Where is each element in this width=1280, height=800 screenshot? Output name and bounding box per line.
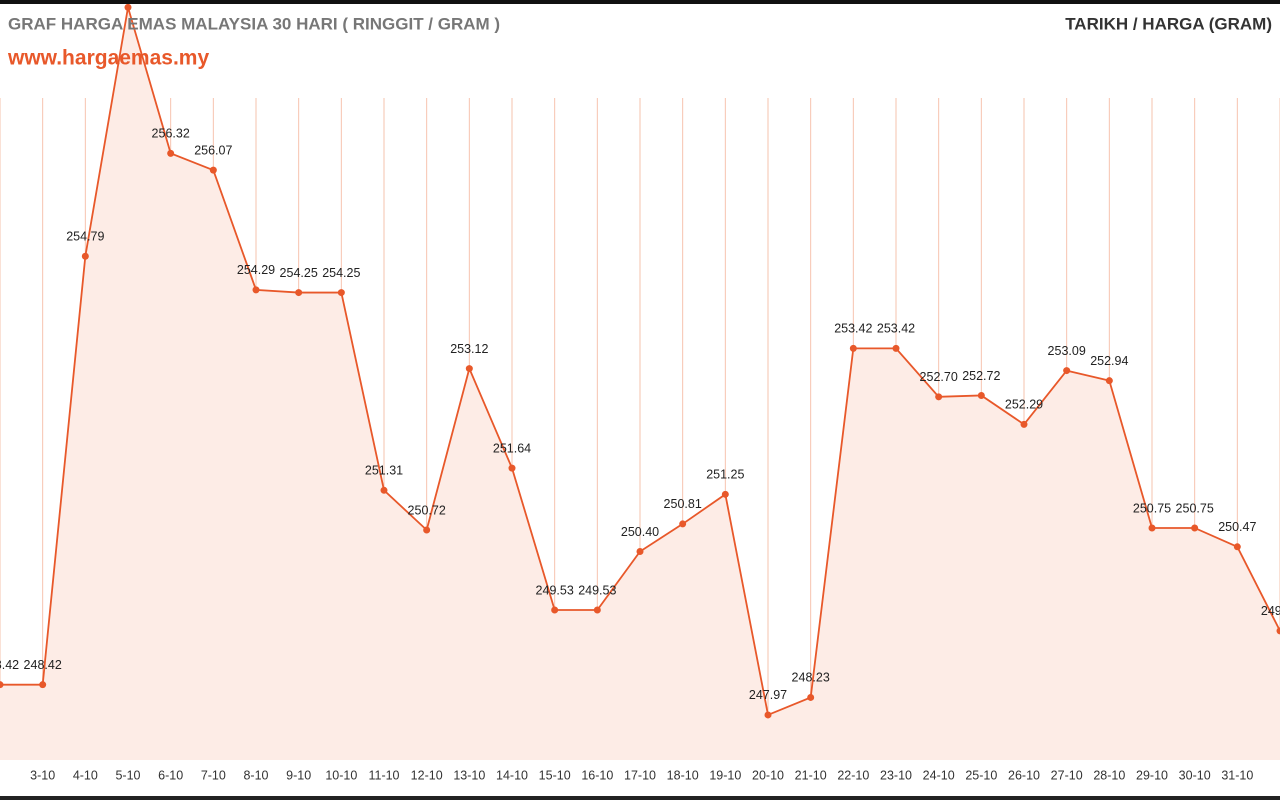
point bbox=[721, 490, 729, 498]
x-tick-label: 8-10 bbox=[243, 768, 268, 782]
value-label: 256.07 bbox=[194, 143, 232, 157]
x-tick-label: 9-10 bbox=[286, 768, 311, 782]
value-label: 250.75 bbox=[1176, 501, 1214, 515]
chart-title: GRAF HARGA EMAS MALAYSIA 30 HARI ( RINGG… bbox=[8, 14, 500, 33]
bottom-border bbox=[0, 796, 1280, 800]
value-label: 254.25 bbox=[280, 266, 318, 280]
point bbox=[209, 166, 217, 174]
value-label: 252.72 bbox=[962, 369, 1000, 383]
point bbox=[465, 365, 473, 373]
value-label: 248.42 bbox=[0, 658, 19, 672]
x-tick-label: 11-10 bbox=[368, 768, 399, 782]
x-tick-label: 16-10 bbox=[581, 768, 613, 782]
value-label: 251.31 bbox=[365, 464, 403, 478]
point bbox=[39, 681, 47, 689]
point bbox=[849, 344, 857, 352]
x-tick-label: 26-10 bbox=[1008, 768, 1040, 782]
point bbox=[252, 286, 260, 294]
point bbox=[380, 486, 388, 494]
point bbox=[1233, 543, 1241, 551]
x-tick-label: 23-10 bbox=[880, 768, 912, 782]
value-label: 247.97 bbox=[749, 688, 787, 702]
value-label: 254.29 bbox=[237, 263, 275, 277]
point bbox=[935, 393, 943, 401]
point bbox=[81, 252, 89, 260]
value-label: 252.94 bbox=[1090, 354, 1128, 368]
value-label: 250.47 bbox=[1218, 520, 1256, 534]
x-tick-label: 19-10 bbox=[709, 768, 741, 782]
value-label: 251.64 bbox=[493, 441, 531, 455]
value-label: 250.40 bbox=[621, 525, 659, 539]
point bbox=[1191, 524, 1199, 532]
x-tick-label: 22-10 bbox=[837, 768, 869, 782]
value-label: 251.25 bbox=[706, 468, 744, 482]
point bbox=[508, 464, 516, 472]
x-tick-label: 15-10 bbox=[539, 768, 571, 782]
x-tick-label: 13-10 bbox=[453, 768, 485, 782]
x-tick-label: 12-10 bbox=[411, 768, 443, 782]
x-tick-label: 10-10 bbox=[325, 768, 357, 782]
value-label: 253.42 bbox=[834, 322, 872, 336]
x-tick-label: 28-10 bbox=[1093, 768, 1125, 782]
x-tick-label: 6-10 bbox=[158, 768, 183, 782]
point bbox=[892, 344, 900, 352]
value-label: 248.42 bbox=[24, 658, 62, 672]
x-tick-label: 17-10 bbox=[624, 768, 656, 782]
point bbox=[636, 548, 644, 556]
point bbox=[1105, 377, 1113, 385]
point bbox=[423, 526, 431, 534]
value-label: 250.72 bbox=[408, 503, 446, 517]
x-tick-label: 27-10 bbox=[1051, 768, 1083, 782]
area bbox=[0, 7, 1280, 760]
value-label: 249.53 bbox=[578, 583, 616, 597]
value-label: 248.23 bbox=[792, 671, 830, 685]
value-label: 252.29 bbox=[1005, 398, 1043, 412]
value-label: 252.70 bbox=[920, 370, 958, 384]
x-tick-label: 31-10 bbox=[1221, 768, 1253, 782]
x-tick-label: 4-10 bbox=[73, 768, 98, 782]
point bbox=[0, 681, 4, 689]
value-label: 256.32 bbox=[152, 127, 190, 141]
point bbox=[337, 289, 345, 297]
value-label: 254.79 bbox=[66, 230, 104, 244]
point bbox=[167, 149, 175, 157]
x-tick-label: 29-10 bbox=[1136, 768, 1168, 782]
x-tick-label: 5-10 bbox=[115, 768, 140, 782]
point bbox=[764, 711, 772, 719]
x-tick-label: 3-10 bbox=[30, 768, 55, 782]
point bbox=[1020, 420, 1028, 428]
value-label: 250.75 bbox=[1133, 501, 1171, 515]
value-label: 249.53 bbox=[536, 583, 574, 597]
value-label: 253.42 bbox=[877, 322, 915, 336]
legend-label: TARIKH / HARGA (GRAM) bbox=[1065, 14, 1272, 33]
chart-subtitle: www.hargaemas.my bbox=[7, 47, 209, 70]
x-tick-label: 20-10 bbox=[752, 768, 784, 782]
point bbox=[977, 391, 985, 399]
point bbox=[807, 693, 815, 701]
value-label: 249.22 bbox=[1261, 604, 1280, 618]
value-label: 253.09 bbox=[1048, 344, 1086, 358]
point bbox=[679, 520, 687, 528]
point bbox=[295, 289, 303, 297]
value-label: 254.25 bbox=[322, 266, 360, 280]
point bbox=[124, 3, 132, 11]
x-tick-label: 18-10 bbox=[667, 768, 699, 782]
point bbox=[1148, 524, 1156, 532]
point bbox=[1063, 367, 1071, 375]
plot-area: 248.42 248.42 3-10 254.79 4-10 5-10 256.32 6-10… bbox=[0, 3, 1280, 782]
value-label: 253.12 bbox=[450, 342, 488, 356]
x-tick-label: 7-10 bbox=[201, 768, 226, 782]
point bbox=[593, 606, 601, 614]
x-tick-label: 25-10 bbox=[965, 768, 997, 782]
top-border bbox=[0, 0, 1280, 4]
x-tick-label: 30-10 bbox=[1179, 768, 1211, 782]
value-label: 250.81 bbox=[664, 497, 702, 511]
point bbox=[1276, 627, 1280, 635]
x-tick-label: 21-10 bbox=[795, 768, 827, 782]
x-tick-label: 24-10 bbox=[923, 768, 955, 782]
point bbox=[551, 606, 559, 614]
x-tick-label: 14-10 bbox=[496, 768, 528, 782]
